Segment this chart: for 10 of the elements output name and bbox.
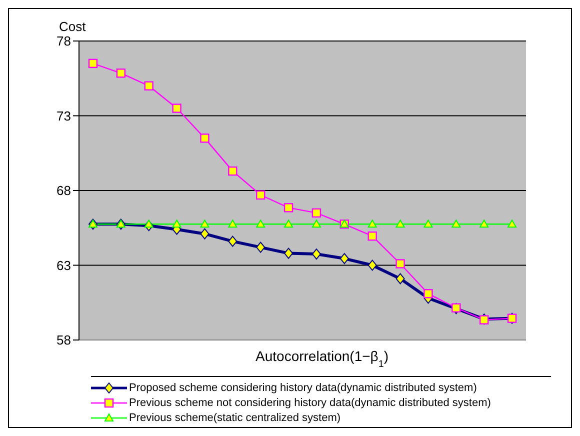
y-tick-label: 63: [56, 258, 71, 273]
x-axis-title: Autocorrelation(1−β$_{1}$): [256, 348, 388, 370]
y-tick-label: 68: [56, 183, 71, 198]
y-tick-label: 78: [56, 34, 71, 49]
legend-label: Previous scheme(static centralized system): [129, 412, 341, 424]
legend-label: Proposed scheme considering history data(dynamic distributed system): [129, 382, 477, 394]
legend-label: Previous scheme not considering history data(dynamic distributed system): [129, 396, 491, 408]
y-tick-label: 58: [56, 332, 71, 348]
y-tick-label: 73: [56, 108, 71, 124]
y-axis-title: Cost: [59, 19, 86, 34]
